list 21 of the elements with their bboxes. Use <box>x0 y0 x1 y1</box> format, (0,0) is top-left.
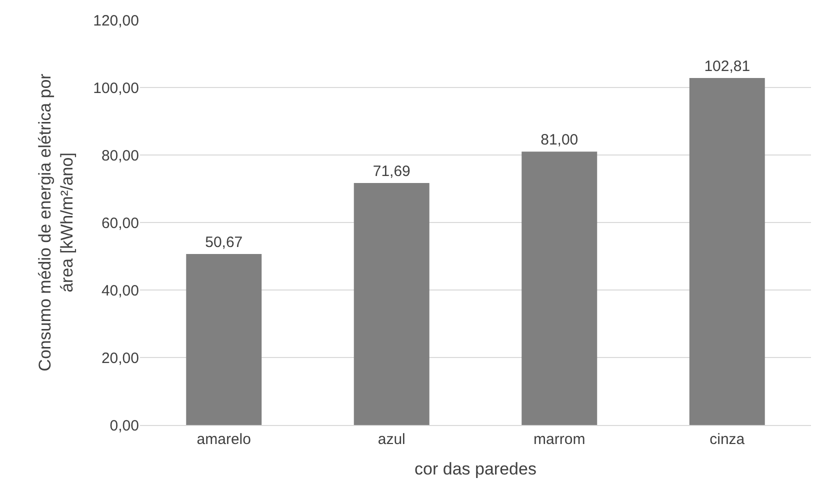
data-label: 71,69 <box>372 163 410 180</box>
y-tick-label: 100,00 <box>93 80 139 97</box>
x-tick-label: amarelo <box>196 431 251 448</box>
y-axis-title: Consumo médio de energia elétrica por área [kWh/m²/ano] <box>36 73 77 372</box>
y-tick-label: 60,00 <box>101 214 139 232</box>
bar <box>186 254 262 425</box>
data-label: 81,00 <box>540 132 578 149</box>
data-label: 102,81 <box>704 58 750 76</box>
x-tick-label: azul <box>378 431 406 448</box>
y-tick-label: 80,00 <box>101 147 139 164</box>
bar <box>354 183 430 425</box>
bar <box>522 152 598 425</box>
x-axis-title: cor das paredes <box>414 459 536 478</box>
bar <box>689 78 765 425</box>
x-tick-label: cinza <box>710 431 746 448</box>
x-tick-label: marrom <box>534 431 586 448</box>
y-tick-label: 20,00 <box>101 350 139 367</box>
y-tick-label: 120,00 <box>93 12 139 30</box>
y-tick-label: 0,00 <box>110 417 139 434</box>
y-tick-label: 40,00 <box>101 282 139 300</box>
data-label: 50,67 <box>205 234 243 251</box>
